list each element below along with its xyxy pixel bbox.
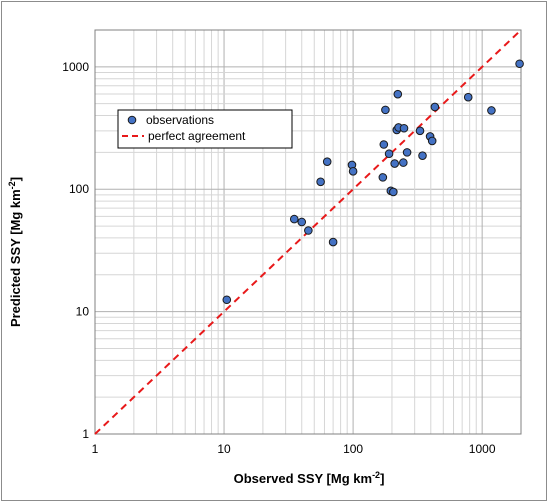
observation-point [399,158,408,167]
legend-perfect-agreement-label: perfect agreement [148,129,246,143]
y-tick-label: 1 [82,427,89,441]
observation-point [393,89,403,99]
x-tick-labels: 1 10 100 1000 [92,442,496,456]
observation-point [297,217,307,227]
x-tick-label: 10 [217,442,231,456]
y-tick-label: 100 [69,182,89,196]
observation-point [289,214,299,224]
observation-point [418,151,427,160]
y-tick-labels: 1 10 100 1000 [62,60,89,441]
observation-point [348,167,358,176]
observation-point [515,59,524,69]
observation-point [402,148,412,157]
observation-point [378,173,388,182]
x-tick-label: 100 [343,442,363,456]
observation-point [415,126,425,136]
observation-point [463,92,473,102]
observation-points [222,59,524,305]
observation-point [381,105,390,115]
observation-point [390,159,399,168]
y-tick-label: 1000 [62,60,89,74]
observation-point [384,149,394,159]
observation-point [399,123,409,133]
observation-point [427,136,437,146]
y-axis-label: Predicted SSY [Mg km-2] [7,177,23,327]
legend-box [117,109,293,149]
observation-point [379,140,389,149]
observation-point [322,157,332,166]
observation-point [389,187,398,197]
x-tick-label: 1000 [469,442,496,456]
observation-point [487,106,496,115]
legend-observations-label: observations [146,113,214,127]
observation-point [430,102,440,112]
plot-area-border [94,29,522,435]
legend-observations-marker [127,115,137,125]
observation-point [222,295,232,305]
observation-point [316,177,325,187]
legend: observations perfect agreement [117,109,293,149]
x-tick-label: 1 [92,442,99,456]
x-axis-label: Observed SSY [Mg km-2] [234,470,385,486]
y-tick-label: 10 [76,305,90,319]
observation-point [328,237,338,247]
observation-point [304,226,313,235]
